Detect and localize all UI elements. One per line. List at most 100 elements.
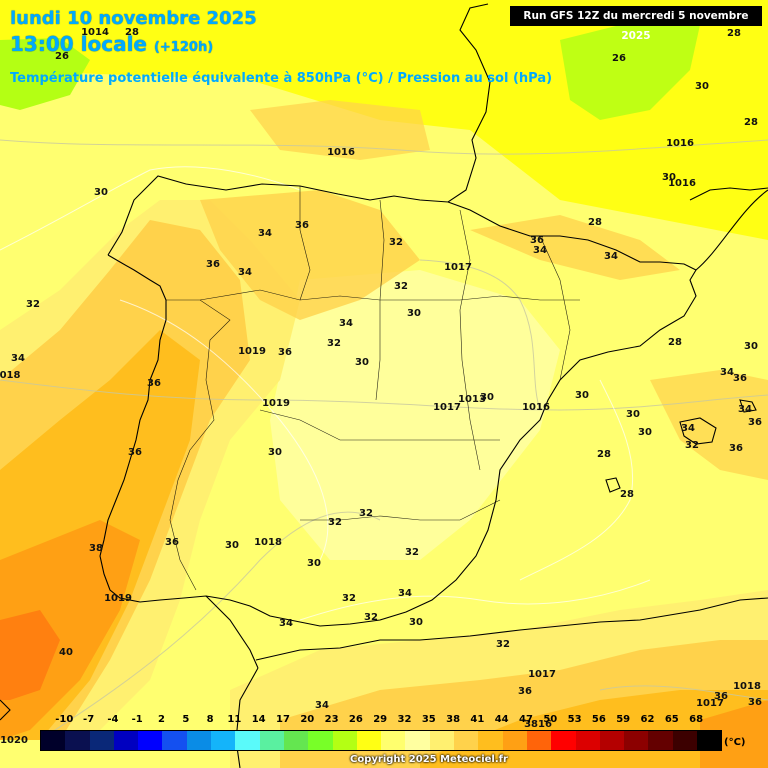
map-value-label: 32 (685, 440, 699, 451)
map-value-label: 34 (258, 228, 272, 239)
map-value-label: 36 (128, 447, 142, 458)
map-value-label: 30 (268, 447, 282, 458)
map-value-label: 30 (626, 409, 640, 420)
map-value-label: 1020 (0, 735, 28, 746)
map-value-label: 1013 (458, 394, 486, 405)
legend-tick-label: 41 (470, 714, 485, 725)
map-value-label: 32 (364, 612, 378, 623)
legend-tick-label: 14 (251, 714, 266, 725)
legend-tick-label: -7 (83, 714, 95, 725)
map-value-label: 34 (238, 267, 252, 278)
scale-swatch (429, 731, 455, 750)
scale-swatch (186, 731, 212, 750)
scale-swatch (526, 731, 552, 750)
legend-tick-label: 62 (640, 714, 655, 725)
legend-tick-label: 53 (567, 714, 582, 725)
map-value-label: 1017 (444, 262, 472, 273)
map-value-label: 1017 (433, 402, 461, 413)
map-value-label: 36 (733, 373, 747, 384)
map-value-label: 32 (26, 299, 40, 310)
map-value-label: 28 (588, 217, 602, 228)
map-value-label: 018 (0, 370, 21, 381)
map-value-label: 36 (147, 378, 161, 389)
map-value-label: 36 (714, 691, 728, 702)
map-value-label: 34 (738, 404, 752, 415)
map-value-label: 36 (518, 686, 532, 697)
map-value-label: 34 (339, 318, 353, 329)
map-value-label: 1019 (238, 346, 266, 357)
scale-swatch (308, 731, 333, 750)
map-value-label: 26 (55, 51, 69, 62)
map-value-label: 34 (11, 353, 25, 364)
map-value-label: 28 (744, 117, 758, 128)
map-value-label: 30 (662, 172, 676, 183)
scale-swatch (235, 731, 260, 750)
map-value-label: 30 (695, 81, 709, 92)
map-value-label: 30 (94, 187, 108, 198)
map-value-label: 30 (575, 390, 589, 401)
legend-unit: (°C) (724, 737, 746, 748)
legend-tick-label: 20 (300, 714, 315, 725)
map-value-label: 28 (620, 489, 634, 500)
map-value-label: 28 (597, 449, 611, 460)
legend-tick-label: -1 (131, 714, 143, 725)
run-info-box: Run GFS 12Z du mercredi 5 novembre 2025 (510, 6, 762, 42)
map-value-label: 28 (668, 337, 682, 348)
forecast-local-time: 13:00 locale (10, 32, 147, 56)
scale-swatch (502, 731, 527, 750)
scale-swatch (283, 731, 309, 750)
map-value-label: 36 (748, 417, 762, 428)
map-value-label: 30 (225, 540, 239, 551)
legend-tick-label: 8 (206, 714, 214, 725)
map-value-label: 34 (279, 618, 293, 629)
map-value-label: 40 (59, 647, 73, 658)
map-value-label: 32 (389, 237, 403, 248)
map-value-label: 34 (681, 423, 695, 434)
map-value-label: 32 (496, 639, 510, 650)
map-value-label: 1019 (262, 398, 290, 409)
map-value-label: 1017 (528, 669, 556, 680)
map-value-label: 32 (405, 547, 419, 558)
scale-swatch (138, 731, 163, 750)
scale-swatch (113, 731, 139, 750)
legend-tick-label: 17 (276, 714, 290, 725)
scale-swatch (575, 731, 600, 750)
map-value-label: 32 (394, 281, 408, 292)
scale-swatch (697, 731, 722, 750)
map-value-label: 36 (295, 220, 309, 231)
map-value-label: 1018 (254, 537, 282, 548)
scale-swatch (454, 731, 479, 750)
map-value-label: 34 (720, 367, 734, 378)
map-value-label: 36 (206, 259, 220, 270)
scale-swatch (478, 731, 503, 750)
scale-swatch (381, 731, 406, 750)
map-value-label: 36 (748, 697, 762, 708)
map-value-label: 30 (307, 558, 321, 569)
map-value-label: 34 (604, 251, 618, 262)
map-value-label: 28 (125, 27, 139, 38)
scale-swatch (624, 731, 649, 750)
legend-tick-label: 56 (591, 714, 606, 725)
scale-swatch (672, 731, 698, 750)
map-value-label: 1016 (666, 138, 694, 149)
scale-swatch (162, 731, 187, 750)
scale-swatch (648, 731, 673, 750)
map-value-label: 1018 (733, 681, 761, 692)
map-value-label: 28 (727, 28, 741, 39)
map-value-label: 38 (89, 543, 103, 554)
forecast-time: 13:00 locale (+120h) (10, 32, 213, 56)
legend-tick-label: 26 (348, 714, 363, 725)
scale-swatch (599, 731, 625, 750)
map-value-label: 30 (355, 357, 369, 368)
map-value-label: 36 (729, 443, 743, 454)
scale-swatch (211, 731, 236, 750)
map-value-label: 1016 (327, 147, 355, 158)
copyright: Copyright 2025 Meteociel.fr (350, 754, 508, 765)
legend-tick-label: 32 (397, 714, 412, 725)
color-scale (40, 730, 723, 751)
map-value-label: 30 (409, 617, 423, 628)
map-value-label: 36 (530, 235, 544, 246)
legend-tick-label: 68 (689, 714, 704, 725)
map-value-label: 30 (744, 341, 758, 352)
